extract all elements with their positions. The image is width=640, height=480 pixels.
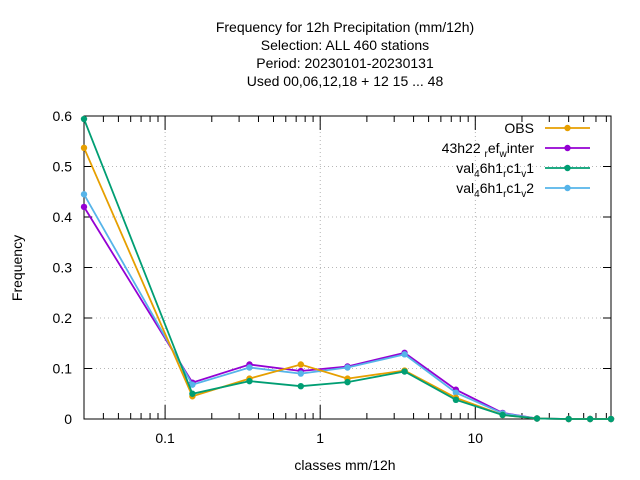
- x-tick-label: 10: [467, 430, 483, 446]
- data-point: [80, 144, 88, 152]
- x-axis-label: classes mm/12h: [294, 457, 395, 473]
- data-point: [586, 415, 594, 423]
- data-point: [401, 351, 408, 358]
- data-point: [80, 203, 88, 211]
- legend: OBS 43h22 refwinterval46h1rc1v1val46h1rc1…: [442, 120, 590, 200]
- data-point: [607, 415, 615, 423]
- data-point: [80, 191, 88, 198]
- legend-item: 43h22 refwinter: [442, 140, 590, 160]
- y-tick-label: 0.1: [53, 361, 73, 377]
- x-tick-label: 0.1: [155, 430, 175, 446]
- title-line: Used 00,06,12,18 + 12 15 ... 48: [247, 73, 444, 89]
- legend-label: 43h22 refwinter: [442, 140, 535, 160]
- legend-marker: [564, 124, 571, 132]
- series-lines: [80, 115, 615, 423]
- series-3: [80, 115, 615, 423]
- series-line: [83, 118, 611, 420]
- y-tick-label: 0.2: [53, 310, 73, 326]
- y-axis-label: Frequency: [9, 235, 25, 301]
- legend-marker: [564, 144, 571, 152]
- plot-frame: [83, 115, 612, 420]
- data-point: [246, 364, 253, 371]
- legend-item: OBS: [504, 120, 590, 136]
- legend-item: val46h1rc1v2: [456, 180, 590, 200]
- data-point: [297, 370, 305, 377]
- series-line: [83, 206, 611, 420]
- data-point: [189, 390, 196, 397]
- data-point: [499, 411, 506, 419]
- x-tick-label: 1: [316, 430, 324, 446]
- data-point: [297, 361, 305, 368]
- chart-title: Frequency for 12h Precipitation (mm/12h)…: [216, 19, 474, 89]
- title-line: Selection: ALL 460 stations: [261, 37, 429, 53]
- data-point: [401, 368, 408, 375]
- axis-ticks: 0 0.1 0.2 0.3 0.4 0.5 0.6 0.1 1 10: [53, 108, 611, 446]
- legend-label: OBS: [504, 120, 534, 136]
- data-point: [344, 378, 351, 386]
- series-1: [80, 191, 615, 423]
- y-tick-label: 0.4: [53, 209, 73, 225]
- legend-marker: [564, 184, 571, 192]
- legend-marker: [564, 164, 571, 172]
- title-line: Frequency for 12h Precipitation (mm/12h): [216, 19, 474, 35]
- y-tick-label: 0.5: [53, 159, 73, 175]
- data-point: [452, 396, 460, 404]
- y-tick-label: 0.3: [53, 260, 73, 276]
- title-line: Period: 20230101-20230131: [256, 55, 434, 71]
- legend-label: val46h1rc1v1: [456, 160, 534, 180]
- data-point: [533, 415, 541, 422]
- legend-item: val46h1rc1v1: [456, 160, 590, 180]
- data-point: [246, 377, 253, 385]
- y-tick-label: 0.6: [53, 108, 73, 124]
- y-tick-label: 0: [64, 411, 72, 427]
- data-point: [565, 415, 572, 423]
- data-point: [80, 115, 88, 123]
- data-point: [189, 381, 196, 388]
- legend-label: val46h1rc1v2: [456, 180, 534, 200]
- data-point: [344, 364, 351, 371]
- data-point: [452, 389, 460, 396]
- data-point: [297, 382, 305, 390]
